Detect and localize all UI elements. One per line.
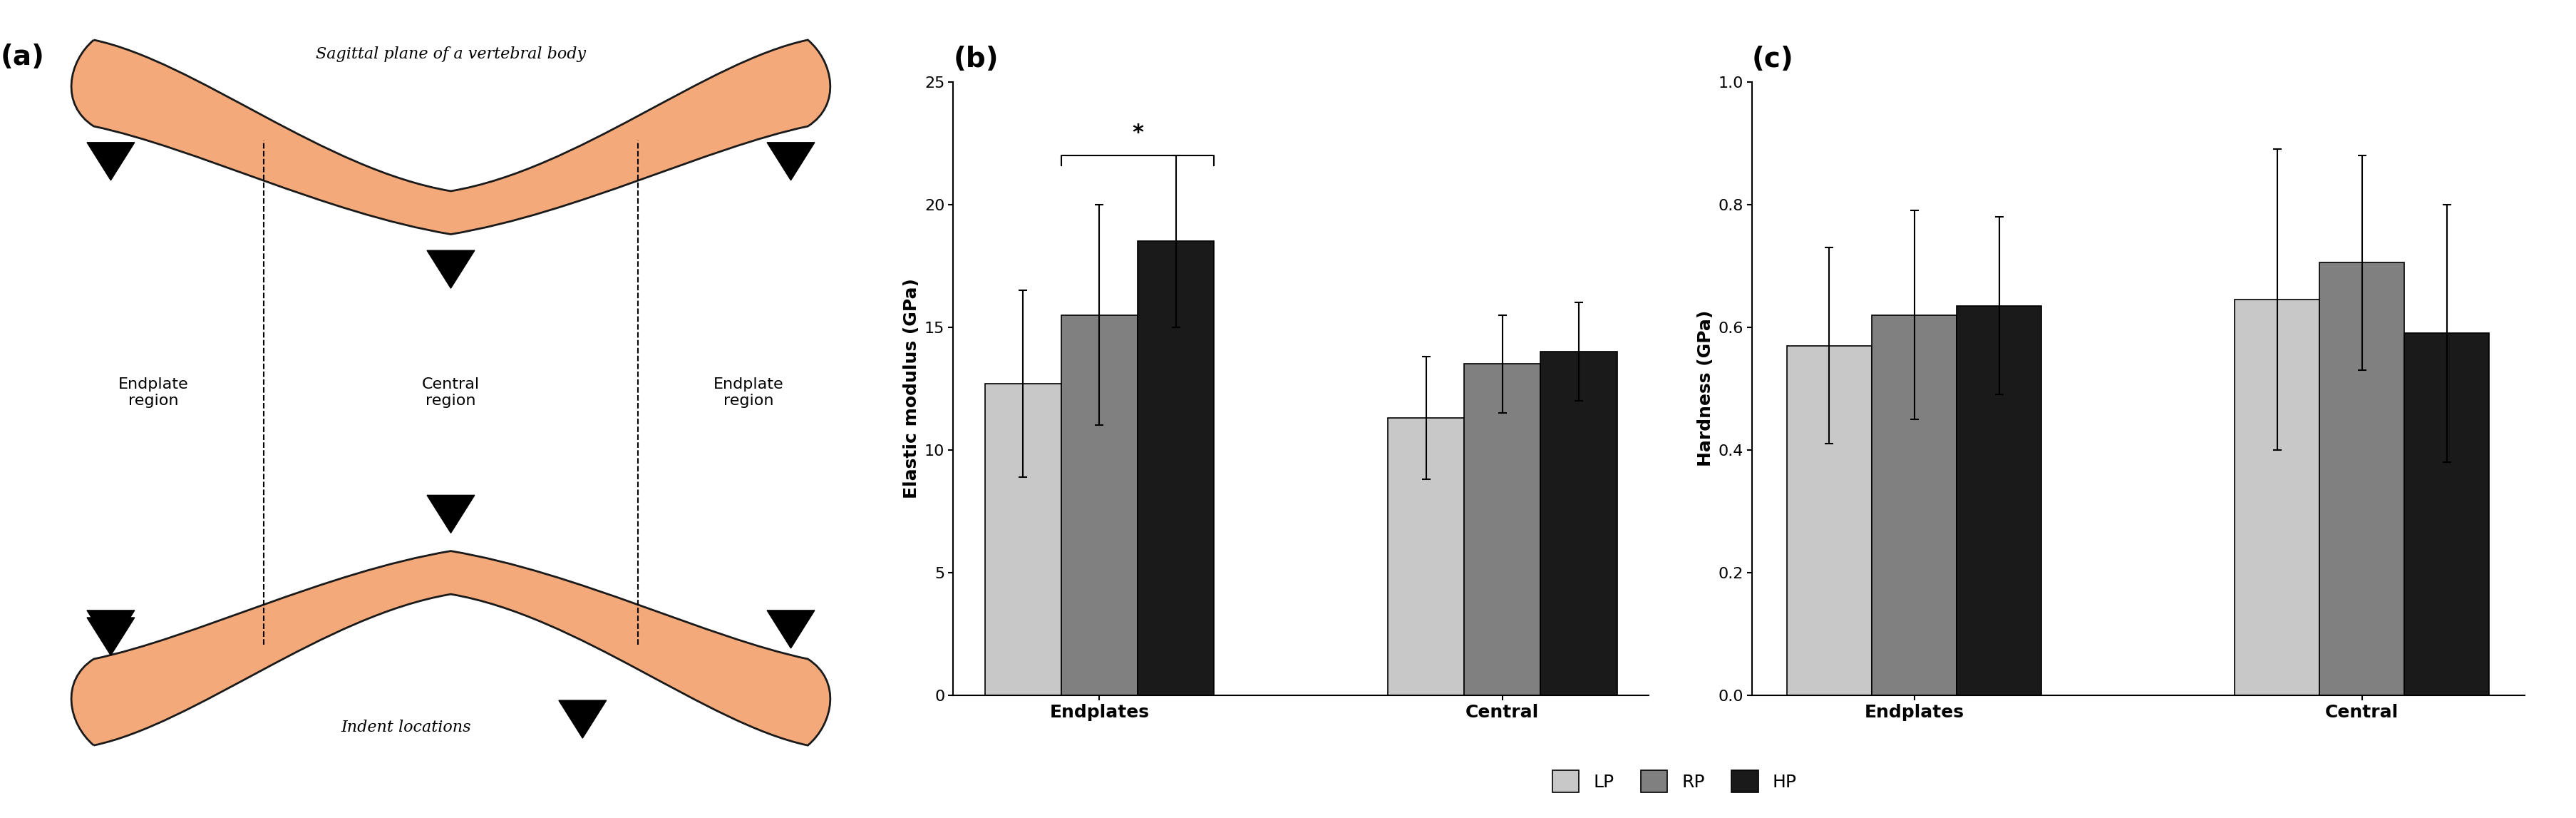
Polygon shape bbox=[88, 610, 134, 648]
Polygon shape bbox=[88, 618, 134, 655]
Bar bbox=[1788, 345, 1873, 695]
Text: (b): (b) bbox=[953, 46, 999, 73]
Bar bbox=[1873, 315, 1958, 695]
Text: Indent locations: Indent locations bbox=[340, 720, 477, 735]
Text: Endplate
region: Endplate region bbox=[714, 377, 783, 408]
Bar bbox=[2233, 299, 2318, 695]
Text: (c): (c) bbox=[1752, 46, 1793, 73]
Bar bbox=[1540, 352, 1618, 695]
Polygon shape bbox=[88, 142, 134, 180]
PathPatch shape bbox=[72, 551, 829, 745]
Bar bbox=[1061, 315, 1139, 695]
Y-axis label: Hardness (GPa): Hardness (GPa) bbox=[1698, 310, 1713, 467]
Legend: LP, RP, HP: LP, RP, HP bbox=[1543, 762, 1806, 801]
Y-axis label: Elastic modulus (GPa): Elastic modulus (GPa) bbox=[904, 278, 920, 499]
Polygon shape bbox=[559, 700, 605, 738]
Polygon shape bbox=[428, 495, 474, 533]
Text: *: * bbox=[1131, 123, 1144, 143]
Text: Central
region: Central region bbox=[422, 377, 479, 408]
Text: (a): (a) bbox=[0, 43, 44, 70]
Bar bbox=[1388, 418, 1463, 695]
Polygon shape bbox=[768, 610, 814, 648]
Text: Sagittal plane of a vertebral body: Sagittal plane of a vertebral body bbox=[317, 47, 585, 62]
Text: Endplate
region: Endplate region bbox=[118, 377, 188, 408]
Bar bbox=[1463, 364, 1540, 695]
Bar bbox=[984, 384, 1061, 695]
Bar bbox=[1139, 241, 1213, 695]
Bar bbox=[1958, 306, 2043, 695]
PathPatch shape bbox=[72, 40, 829, 234]
Bar bbox=[2318, 263, 2403, 695]
Bar bbox=[2403, 334, 2488, 695]
Polygon shape bbox=[768, 142, 814, 180]
Polygon shape bbox=[428, 250, 474, 288]
